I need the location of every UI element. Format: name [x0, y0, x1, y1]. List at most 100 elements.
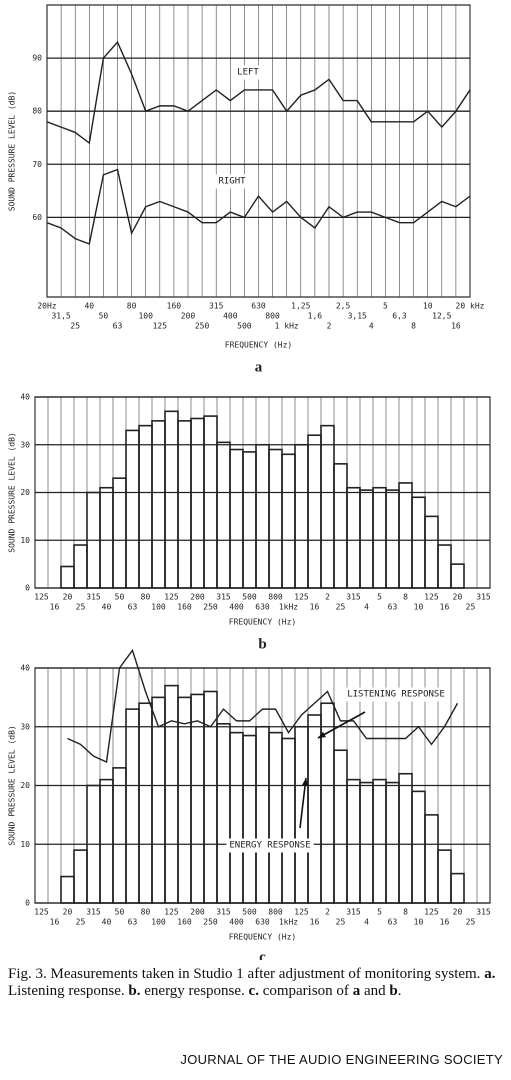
x-tick-label: 10	[414, 603, 424, 612]
bar	[138, 424, 153, 589]
bar	[177, 696, 192, 904]
bar	[242, 451, 257, 589]
x-tick-label: 20Hz	[37, 302, 56, 311]
bar	[177, 420, 192, 589]
x-tick-label: 16	[50, 918, 60, 927]
x-tick-label: 20	[453, 908, 463, 917]
bar	[424, 814, 439, 904]
bar	[164, 410, 179, 589]
x-tick-label: 31,5	[51, 312, 70, 321]
x-tick-label: 2,5	[336, 302, 351, 311]
x-tick-label: 125	[294, 908, 309, 917]
y-tick-label: 0	[25, 899, 30, 908]
x-tick-label: 63	[388, 918, 398, 927]
caption-text: a.	[484, 966, 496, 982]
x-tick-label: 800	[265, 312, 280, 321]
bar	[411, 790, 426, 904]
x-axis-label: FREQUENCY (Hz)	[229, 933, 296, 942]
x-tick-label: 125	[164, 593, 179, 602]
y-tick-label: 80	[32, 107, 42, 116]
bar	[164, 684, 179, 904]
annotation: LEFT	[237, 68, 259, 78]
y-tick-label: 20	[20, 488, 30, 497]
bar	[125, 708, 140, 904]
x-tick-label: 500	[242, 908, 257, 917]
x-tick-label: 315	[86, 593, 101, 602]
bar	[398, 772, 413, 904]
y-tick-label: 40	[20, 664, 30, 673]
x-tick-label: 50	[115, 908, 125, 917]
y-tick-label: 30	[20, 440, 30, 449]
x-tick-label: 1,6	[308, 312, 323, 321]
annotation: ENERGY RESPONSE	[229, 841, 310, 851]
x-tick-label: 20	[63, 908, 73, 917]
x-tick-label: 50	[99, 312, 109, 321]
x-tick-label: 16	[310, 918, 320, 927]
x-tick-label: 800	[268, 593, 283, 602]
bar	[190, 417, 205, 589]
footer: JOURNAL OF THE AUDIO ENGINEERING SOCIETY	[180, 1052, 503, 1067]
annotation-bg	[215, 174, 250, 189]
subtitle: b	[258, 636, 266, 652]
bar	[307, 714, 322, 904]
bar	[320, 424, 335, 589]
subtitle: a	[255, 359, 263, 375]
x-tick-label: 160	[167, 302, 182, 311]
x-tick-label: 25	[70, 322, 80, 331]
caption-text: Fig. 3. Measurements taken in Studio 1 a…	[8, 966, 485, 982]
y-tick-label: 70	[32, 160, 42, 169]
caption-text: comparison of	[258, 983, 353, 999]
x-tick-label: 125	[164, 908, 179, 917]
x-tick-label: 10	[423, 302, 433, 311]
x-tick-label: 25	[466, 603, 476, 612]
bar	[125, 429, 140, 589]
bar	[216, 723, 231, 904]
bar	[268, 731, 283, 904]
line	[46, 168, 471, 245]
x-tick-label: 125	[34, 593, 49, 602]
bar	[385, 781, 400, 904]
bar	[190, 693, 205, 904]
x-tick-label: 1kHz	[279, 918, 298, 927]
x-tick-label: 63	[128, 603, 138, 612]
bar	[398, 482, 413, 589]
x-tick-label: 3,15	[348, 312, 367, 321]
x-tick-label: 315	[86, 908, 101, 917]
y-tick-label: 30	[20, 722, 30, 731]
x-tick-label: 25	[336, 918, 346, 927]
x-tick-label: 6,3	[392, 312, 407, 321]
bar	[112, 767, 127, 904]
x-tick-label: 16	[451, 322, 461, 331]
bar	[229, 448, 244, 589]
figure: 6070809020Hz31,5254050638010012516020025…	[8, 4, 491, 960]
bar	[294, 443, 309, 589]
bar	[60, 565, 75, 589]
x-tick-label: 500	[237, 322, 252, 331]
x-tick-label: 315	[216, 908, 231, 917]
y-axis-label: SOUND PRESSURE LEVEL (dB)	[8, 91, 17, 211]
x-tick-label: 315	[209, 302, 224, 311]
x-tick-label: 10	[414, 918, 424, 927]
bar	[346, 778, 361, 904]
bar	[112, 477, 127, 589]
annotation-bg	[344, 687, 448, 702]
bar	[333, 463, 348, 589]
bar	[437, 849, 452, 904]
bar	[359, 489, 374, 589]
y-tick-label: 10	[20, 536, 30, 545]
x-tick-label: 25	[76, 918, 86, 927]
x-tick-label: 80	[141, 593, 151, 602]
x-tick-label: 125	[424, 908, 439, 917]
x-tick-label: 4	[364, 918, 369, 927]
y-tick-label: 0	[25, 584, 30, 593]
x-tick-label: 125	[34, 908, 49, 917]
bar	[229, 731, 244, 904]
x-tick-label: 16	[310, 603, 320, 612]
x-tick-label: 1 kHz	[275, 322, 299, 331]
bar	[437, 544, 452, 589]
x-tick-label: 20	[63, 593, 73, 602]
x-tick-label: 4	[364, 603, 369, 612]
bar	[99, 778, 114, 904]
caption-text: c.	[248, 983, 259, 999]
bar	[333, 749, 348, 904]
